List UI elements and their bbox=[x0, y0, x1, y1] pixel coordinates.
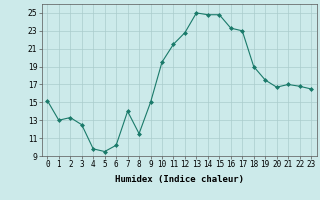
X-axis label: Humidex (Indice chaleur): Humidex (Indice chaleur) bbox=[115, 175, 244, 184]
